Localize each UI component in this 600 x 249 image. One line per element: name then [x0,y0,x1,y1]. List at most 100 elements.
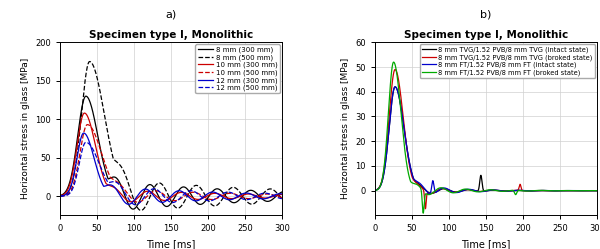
8 mm FT/1.52 PVB/8 mm FT (broked state) [593,189,600,192]
8 mm FT/1.52 PVB/8 mm FT (broked state) [371,189,379,192]
8 mm (500 mm) [156,182,163,185]
12 mm (500 mm) [156,190,163,193]
8 mm FT/1.52 PVB/8 mm FT (broked state) [471,190,478,193]
10 mm (500 mm) [56,194,64,197]
8 mm TVG/1.52 PVB/8 mm TVG (intact state) [593,189,600,192]
8 mm FT/1.52 PVB/8 mm FT (intact state) [592,189,599,192]
10 mm (500 mm) [84,123,91,126]
8 mm FT/1.52 PVB/8 mm FT (intact state) [391,85,398,88]
12 mm (500 mm) [140,196,148,199]
12 mm (500 mm) [108,181,115,184]
12 mm (300 mm) [278,192,286,195]
10 mm (300 mm) [277,193,284,196]
10 mm (500 mm) [140,198,148,201]
8 mm TVG/1.52 PVB/8 mm TVG (broked state) [423,195,430,198]
Text: a): a) [166,10,176,20]
10 mm (500 mm) [134,201,142,204]
8 mm FT/1.52 PVB/8 mm FT (intact state) [593,189,600,192]
8 mm TVG/1.52 PVB/8 mm TVG (broked state) [592,189,599,192]
8 mm FT/1.52 PVB/8 mm FT (intact state) [425,192,433,195]
8 mm FT/1.52 PVB/8 mm FT (broked state) [455,190,463,193]
8 mm FT/1.52 PVB/8 mm FT (intact state) [423,190,430,193]
12 mm (300 mm) [80,131,87,134]
8 mm (300 mm) [277,191,284,194]
12 mm (500 mm) [278,197,286,200]
8 mm (500 mm) [108,150,115,153]
8 mm TVG/1.52 PVB/8 mm TVG (broked state) [425,192,433,195]
8 mm (300 mm) [108,176,115,179]
Y-axis label: Horizontal stress in glass [MPa]: Horizontal stress in glass [MPa] [20,58,29,199]
10 mm (500 mm) [110,178,118,181]
10 mm (300 mm) [110,186,118,189]
8 mm FT/1.52 PVB/8 mm FT (broked state) [425,193,433,196]
10 mm (500 mm) [277,196,284,199]
12 mm (500 mm) [110,180,118,183]
Line: 8 mm TVG/1.52 PVB/8 mm TVG (broked state): 8 mm TVG/1.52 PVB/8 mm TVG (broked state… [375,69,597,209]
8 mm FT/1.52 PVB/8 mm FT (intact state) [426,192,433,195]
X-axis label: Time [ms]: Time [ms] [146,239,196,249]
8 mm TVG/1.52 PVB/8 mm TVG (intact state) [428,192,435,195]
Legend: 8 mm TVG/1.52 PVB/8 mm TVG (intact state), 8 mm TVG/1.52 PVB/8 mm TVG (broked st: 8 mm TVG/1.52 PVB/8 mm TVG (intact state… [420,44,595,78]
8 mm TVG/1.52 PVB/8 mm TVG (intact state) [391,85,398,88]
8 mm (300 mm) [110,176,118,179]
8 mm FT/1.52 PVB/8 mm FT (intact state) [424,191,431,194]
Line: 8 mm FT/1.52 PVB/8 mm FT (intact state): 8 mm FT/1.52 PVB/8 mm FT (intact state) [375,87,597,194]
8 mm TVG/1.52 PVB/8 mm TVG (intact state) [455,190,463,193]
12 mm (300 mm) [56,194,64,197]
Line: 8 mm TVG/1.52 PVB/8 mm TVG (intact state): 8 mm TVG/1.52 PVB/8 mm TVG (intact state… [375,87,597,193]
8 mm TVG/1.52 PVB/8 mm TVG (intact state) [371,189,379,192]
8 mm TVG/1.52 PVB/8 mm TVG (broked state) [391,68,398,71]
8 mm (500 mm) [140,207,148,210]
8 mm TVG/1.52 PVB/8 mm TVG (intact state) [592,189,599,192]
12 mm (500 mm) [56,195,64,198]
8 mm TVG/1.52 PVB/8 mm TVG (broked state) [455,190,463,193]
12 mm (300 mm) [277,192,284,195]
Y-axis label: Horizontal stress in glass [MPa]: Horizontal stress in glass [MPa] [341,58,350,199]
Line: 10 mm (300 mm): 10 mm (300 mm) [60,113,282,202]
8 mm (300 mm) [56,194,64,197]
Line: 8 mm (300 mm): 8 mm (300 mm) [60,96,282,209]
Line: 8 mm (500 mm): 8 mm (500 mm) [60,62,282,210]
10 mm (300 mm) [140,191,148,194]
10 mm (500 mm) [278,196,286,199]
8 mm (500 mm) [278,197,286,200]
8 mm TVG/1.52 PVB/8 mm TVG (broked state) [422,207,429,210]
8 mm TVG/1.52 PVB/8 mm TVG (intact state) [425,191,433,194]
8 mm (300 mm) [82,95,89,98]
12 mm (500 mm) [132,203,139,206]
12 mm (300 mm) [140,188,148,191]
10 mm (300 mm) [127,200,134,203]
8 mm (300 mm) [278,190,286,193]
10 mm (300 mm) [81,112,88,115]
8 mm (500 mm) [110,158,118,161]
8 mm FT/1.52 PVB/8 mm FT (broked state) [592,189,599,192]
8 mm (500 mm) [277,195,284,198]
Title: Specimen type I, Monolithic: Specimen type I, Monolithic [404,30,568,40]
Line: 12 mm (500 mm): 12 mm (500 mm) [60,142,282,205]
8 mm FT/1.52 PVB/8 mm FT (broked state) [390,61,397,63]
8 mm (500 mm) [109,155,116,158]
Line: 10 mm (500 mm): 10 mm (500 mm) [60,125,282,202]
Text: b): b) [481,10,492,20]
12 mm (500 mm) [277,197,284,200]
12 mm (300 mm) [108,184,115,187]
8 mm FT/1.52 PVB/8 mm FT (intact state) [455,191,463,194]
Legend: 8 mm (300 mm), 8 mm (500 mm), 10 mm (300 mm), 10 mm (500 mm), 12 mm (300 mm), 12: 8 mm (300 mm), 8 mm (500 mm), 10 mm (300… [195,44,280,93]
X-axis label: Time [ms]: Time [ms] [461,239,511,249]
12 mm (500 mm) [109,180,116,183]
Line: 8 mm FT/1.52 PVB/8 mm FT (broked state): 8 mm FT/1.52 PVB/8 mm FT (broked state) [375,62,597,213]
8 mm FT/1.52 PVB/8 mm FT (broked state) [424,193,431,196]
8 mm (300 mm) [156,197,163,200]
Line: 12 mm (300 mm): 12 mm (300 mm) [60,133,282,204]
8 mm (500 mm) [137,209,145,212]
8 mm (300 mm) [130,208,137,211]
12 mm (500 mm) [82,141,89,144]
12 mm (300 mm) [110,185,118,188]
10 mm (300 mm) [156,197,163,200]
12 mm (300 mm) [125,203,132,206]
8 mm FT/1.52 PVB/8 mm FT (intact state) [371,189,379,192]
8 mm TVG/1.52 PVB/8 mm TVG (intact state) [424,190,431,193]
8 mm TVG/1.52 PVB/8 mm TVG (intact state) [423,189,430,192]
12 mm (300 mm) [109,184,116,187]
10 mm (300 mm) [56,194,64,197]
